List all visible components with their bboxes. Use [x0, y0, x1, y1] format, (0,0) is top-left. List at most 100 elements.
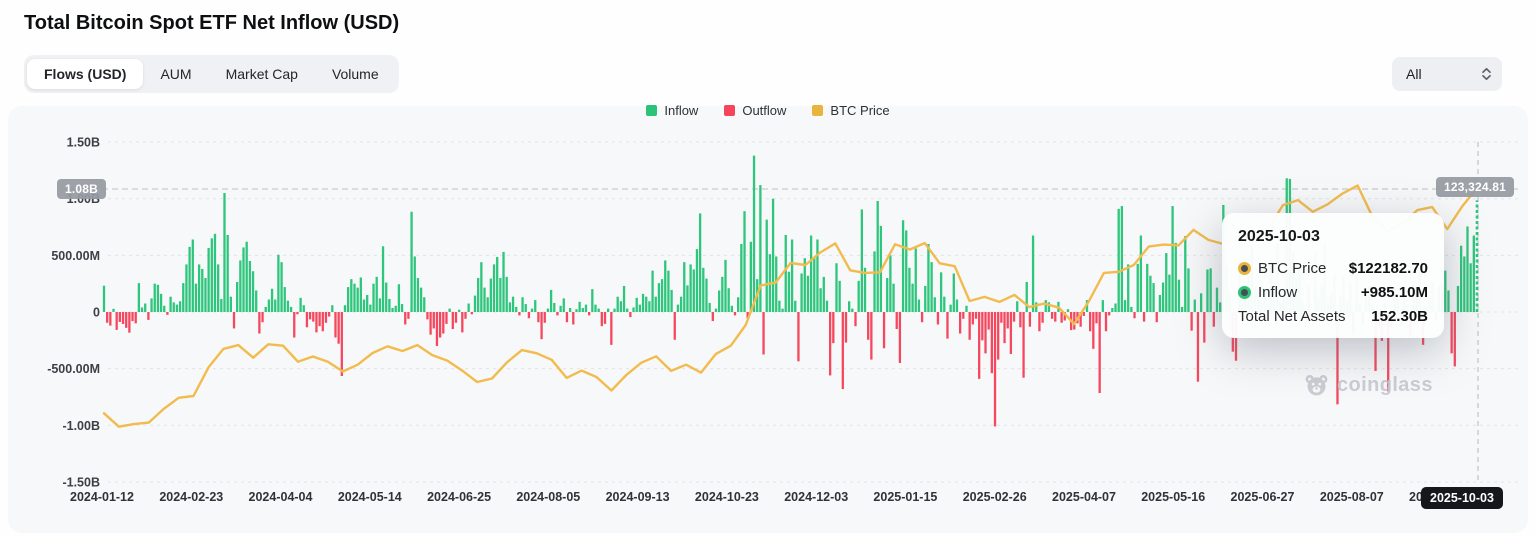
flow-bar[interactable] [239, 260, 242, 312]
flow-bar[interactable] [1025, 281, 1028, 312]
flow-bar[interactable] [461, 312, 464, 333]
flow-bar[interactable] [857, 280, 860, 312]
flow-bar[interactable] [724, 259, 727, 312]
flow-bar[interactable] [641, 293, 645, 312]
flow-bar[interactable] [1165, 253, 1168, 312]
flow-bar[interactable] [1203, 312, 1206, 343]
flow-bar[interactable] [172, 302, 175, 312]
flow-bar[interactable] [1168, 274, 1171, 312]
flow-bar[interactable] [1098, 312, 1101, 394]
flow-bar[interactable] [597, 308, 600, 312]
flow-bar[interactable] [787, 271, 791, 312]
flow-bar[interactable] [981, 312, 984, 341]
flow-bar[interactable] [679, 296, 683, 312]
flow-bar[interactable] [727, 288, 730, 312]
flow-bar[interactable] [1463, 256, 1466, 312]
flow-bar[interactable] [102, 285, 106, 312]
flow-bar[interactable] [749, 241, 753, 312]
flow-bar[interactable] [819, 288, 822, 312]
flow-bar[interactable] [670, 289, 673, 312]
flow-bar[interactable] [166, 312, 169, 315]
flow-bar[interactable] [1123, 300, 1127, 312]
flow-bar[interactable] [150, 298, 153, 312]
flow-bar[interactable] [248, 261, 252, 312]
flow-bar[interactable] [543, 312, 546, 323]
flow-bar[interactable] [302, 305, 305, 312]
flow-bar[interactable] [204, 278, 207, 312]
flow-bar[interactable] [232, 312, 236, 329]
flow-bar[interactable] [261, 312, 264, 323]
flow-bar[interactable] [870, 312, 873, 360]
flow-bar[interactable] [591, 289, 594, 312]
flow-bar[interactable] [613, 308, 616, 312]
flow-bar[interactable] [242, 247, 245, 312]
flow-bar[interactable] [844, 312, 848, 343]
flow-bar[interactable] [140, 307, 144, 312]
flow-bar[interactable] [454, 312, 458, 323]
flow-bar[interactable] [213, 233, 217, 312]
flow-bar[interactable] [971, 312, 974, 325]
flow-bar[interactable] [340, 312, 343, 377]
flow-bar[interactable] [220, 298, 223, 312]
flow-bar[interactable] [1038, 312, 1041, 332]
flow-bar[interactable] [115, 312, 118, 330]
flow-bar[interactable] [600, 312, 603, 327]
flow-bar[interactable] [1117, 208, 1120, 312]
flow-bar[interactable] [1139, 235, 1143, 312]
flow-bar[interactable] [438, 312, 442, 338]
flow-bar[interactable] [356, 287, 359, 312]
flow-bar[interactable] [629, 312, 632, 318]
flow-bar[interactable] [622, 285, 626, 312]
flow-bar[interactable] [499, 278, 502, 312]
flow-bar[interactable] [848, 301, 851, 312]
flow-bar[interactable] [626, 308, 629, 312]
flow-bar[interactable] [305, 312, 309, 328]
flow-bar[interactable] [477, 278, 480, 312]
flow-bar[interactable] [1209, 268, 1212, 312]
flow-bar[interactable] [917, 299, 921, 312]
flow-bar[interactable] [698, 213, 702, 312]
flow-bar[interactable] [886, 278, 889, 312]
flow-bar[interactable] [822, 276, 825, 312]
flow-bar[interactable] [1089, 312, 1092, 332]
tab-aum[interactable]: AUM [160, 66, 192, 82]
flow-bar[interactable] [949, 304, 952, 312]
flow-bar[interactable] [968, 312, 971, 340]
flow-bar[interactable] [565, 312, 569, 323]
flow-bar[interactable] [882, 312, 886, 349]
flow-bar[interactable] [1450, 312, 1453, 354]
flow-bar[interactable] [413, 256, 416, 312]
flow-bar[interactable] [334, 312, 337, 338]
flow-bar[interactable] [407, 312, 410, 319]
flow-bar[interactable] [952, 273, 955, 312]
flow-bar[interactable] [556, 312, 559, 316]
flow-bar[interactable] [508, 302, 512, 312]
flow-bar[interactable] [686, 285, 689, 312]
flow-bar[interactable] [486, 297, 489, 312]
flow-bar[interactable] [638, 304, 642, 312]
flow-bar[interactable] [366, 295, 369, 312]
flow-bar[interactable] [255, 290, 258, 312]
flow-bar[interactable] [1022, 312, 1025, 378]
flow-bar[interactable] [353, 283, 356, 312]
flow-bar[interactable] [841, 312, 844, 390]
flow-bar[interactable] [1460, 245, 1463, 312]
flow-bar[interactable] [280, 262, 283, 312]
flow-bar[interactable] [813, 257, 816, 312]
flow-bar[interactable] [692, 269, 695, 312]
flow-bar[interactable] [118, 312, 121, 322]
flow-bar[interactable] [1104, 312, 1108, 332]
flow-bar[interactable] [1447, 290, 1450, 312]
flow-bar[interactable] [553, 302, 556, 312]
flow-bar[interactable] [312, 312, 315, 322]
flow-bar[interactable] [400, 304, 404, 312]
flow-bar[interactable] [914, 248, 917, 312]
flow-bar[interactable] [984, 312, 987, 354]
flow-bar[interactable] [1336, 312, 1339, 405]
flow-bar[interactable] [315, 312, 318, 333]
flow-bar[interactable] [775, 256, 778, 312]
flow-bar[interactable] [828, 312, 832, 376]
flow-bar[interactable] [1190, 312, 1193, 331]
flow-bar[interactable] [327, 312, 331, 317]
flow-bar[interactable] [404, 312, 407, 325]
